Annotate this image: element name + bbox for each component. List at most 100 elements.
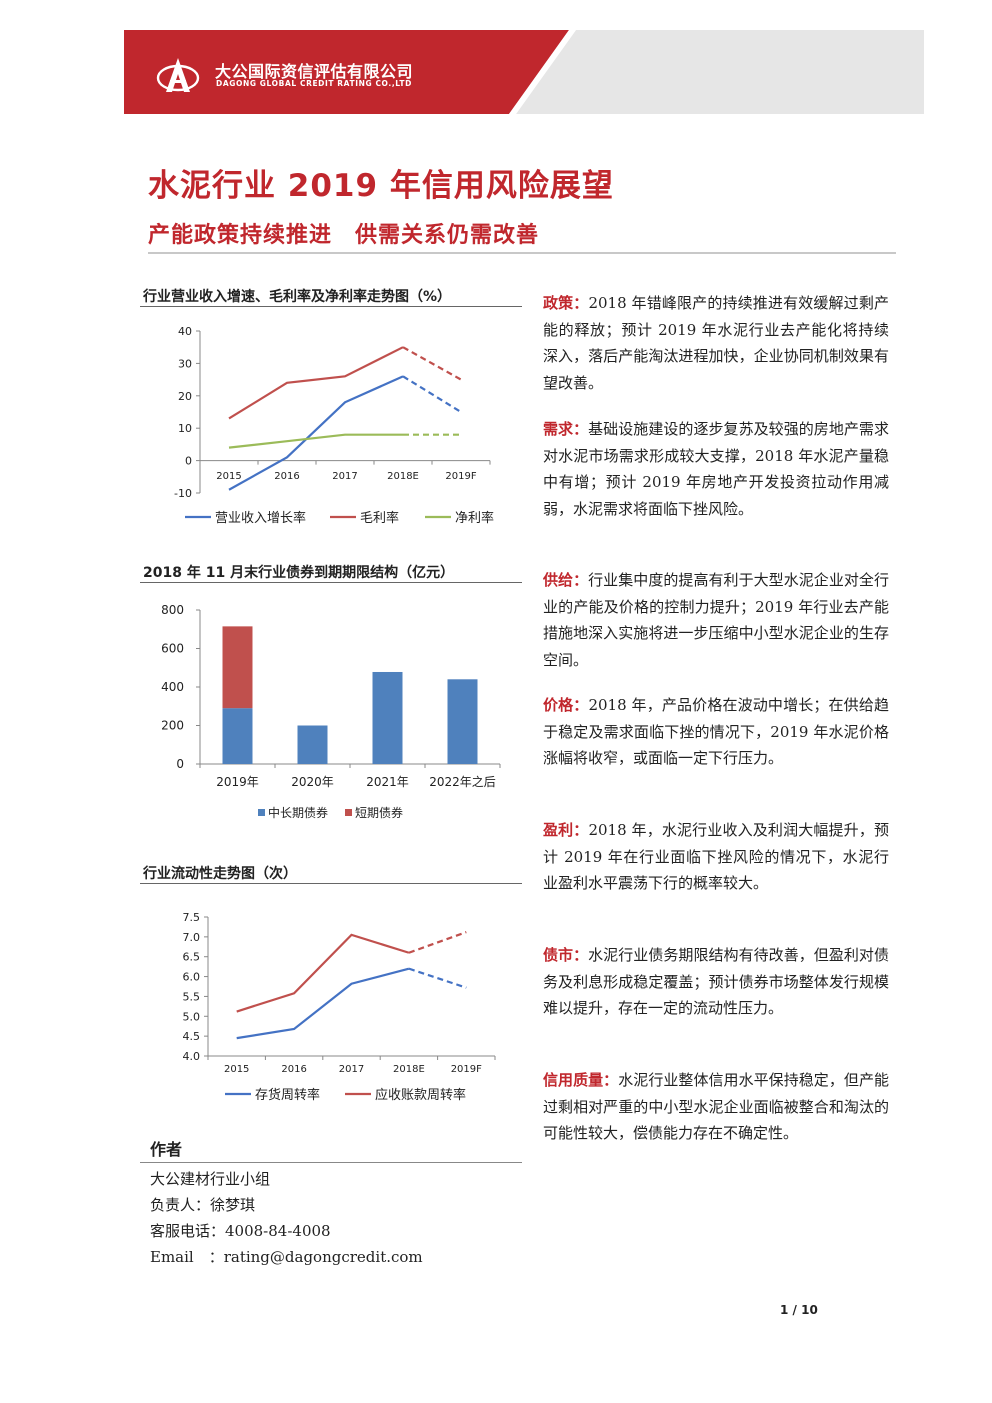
author-phone: 客服电话：4008-84-4008 (150, 1222, 331, 1240)
series-forecast-line (408, 967, 467, 989)
y-tick-label: 10 (178, 422, 192, 435)
legend-swatch (258, 809, 265, 816)
x-tick-label: 2017 (339, 1064, 364, 1075)
paragraph-price: 价格：2018 年，产品价格在波动中增长；在供给趋于稳定及需求面临下挫的情况下，… (543, 692, 889, 772)
paragraph-label: 供给： (543, 571, 589, 589)
chart3: 7.5 7.0 6.5 6.0 5.5 5.0 4.5 4.0 2015 2016 2017 2018… (140, 900, 522, 1114)
y-tick-label: 7.0 (183, 931, 201, 944)
paragraph-policy: 政策：2018 年错峰限产的持续推进有效缓解过剩产能的释放；预计 2019 年水… (543, 290, 889, 396)
y-tick-label: 7.5 (183, 911, 201, 924)
paragraph-label: 政策： (543, 294, 589, 312)
legend-label: 中长期债券 (268, 805, 328, 820)
y-tick-label: 30 (178, 357, 192, 370)
paragraph-label: 债市： (543, 946, 589, 964)
x-tick-label: 2022年之后 (429, 775, 496, 789)
y-tick-label: 400 (161, 680, 184, 694)
y-tick-label: 0 (176, 757, 184, 771)
bar (447, 679, 478, 764)
bar (222, 708, 253, 764)
company-name-cn: 大公国际资信评估有限公司 (215, 62, 414, 81)
x-tick-label: 2019年 (216, 775, 259, 789)
paragraph-text: 水泥行业整体信用水平保持稳定，但产能过剩相对严重的中小型水泥企业面临被整合和淘汰… (543, 1071, 889, 1142)
series-line (228, 346, 404, 420)
chart2: 800 600 400 200 0 2019年 2020年 2021年 2022年之后中长期债券… (140, 590, 522, 839)
bar (372, 671, 403, 764)
x-tick-label: 2019F (451, 1064, 482, 1075)
x-tick-label: 2019F (445, 471, 476, 482)
paragraph-label: 需求： (543, 420, 589, 438)
author-heading: 作者 (150, 1140, 183, 1159)
chart3-rule (140, 883, 522, 884)
chart2-title: 2018 年 11 月末行业债券到期期限结构（亿元） (143, 565, 455, 581)
paragraph-label: 信用质量： (543, 1071, 619, 1089)
y-tick-label: 4.0 (183, 1050, 201, 1063)
paragraph-text: 基础设施建设的逐步复苏及较强的房地产需求对水泥市场需求形成较大支撑，2018 年… (543, 420, 889, 518)
author-group: 大公建材行业小组 (150, 1170, 271, 1188)
y-tick-label: 200 (161, 719, 184, 733)
page-number: 1 / 10 (780, 1303, 818, 1317)
report-title: 水泥行业 2019 年信用风险展望 (148, 168, 614, 204)
paragraph-text: 2018 年，水泥行业收入及利润大幅提升，预计 2019 年在行业面临下挫风险的… (543, 821, 889, 892)
bar (297, 725, 328, 764)
paragraph-credit-quality: 信用质量：水泥行业整体信用水平保持稳定，但产能过剩相对严重的中小型水泥企业面临被… (543, 1067, 889, 1147)
chart2-rule (140, 582, 522, 583)
paragraph-text: 2018 年错峰限产的持续推进有效缓解过剩产能的释放；预计 2019 年水泥行业… (543, 294, 889, 392)
x-tick-label: 2015 (216, 471, 241, 482)
paragraph-label: 价格： (543, 696, 589, 714)
legend-label: 存货周转率 (255, 1087, 320, 1103)
y-tick-label: 6.5 (183, 951, 201, 964)
legend-label: 短期债券 (355, 805, 403, 820)
author-divider (140, 1162, 522, 1163)
bar (222, 626, 253, 709)
x-tick-label: 2016 (274, 471, 299, 482)
legend-swatch (345, 809, 352, 816)
title-divider (148, 252, 896, 254)
x-tick-label: 2018E (387, 471, 419, 482)
y-tick-label: 5.0 (183, 1010, 201, 1023)
x-tick-label: 2017 (332, 471, 357, 482)
company-name-en: DAGONG GLOBAL CREDIT RATING CO.,LTD (216, 79, 412, 88)
report-subtitle: 产能政策持续推进 供需关系仍需改善 (148, 223, 540, 248)
header-banner (124, 28, 924, 114)
legend-label: 毛利率 (360, 510, 399, 526)
series-forecast-line (402, 346, 462, 381)
y-tick-label: 800 (161, 603, 184, 617)
x-tick-label: 2018E (393, 1064, 425, 1075)
y-tick-label: 5.5 (183, 990, 201, 1003)
y-tick-label: 6.0 (183, 971, 201, 984)
x-tick-label: 2020年 (291, 775, 334, 789)
chart1-title: 行业营业收入增速、毛利率及净利率走势图（%） (143, 289, 452, 305)
y-tick-label: 0 (185, 455, 192, 468)
paragraph-supply: 供给：行业集中度的提高有利于大型水泥企业对全行业的产能及价格的控制力提升；201… (543, 567, 889, 673)
paragraph-demand: 需求：基础设施建设的逐步复苏及较强的房地产需求对水泥市场需求形成较大支撑，201… (543, 416, 889, 522)
chart1: 40 30 20 10 0 -10 2015 2016 2017 2018E 2019F 营业收入增长… (140, 312, 522, 541)
x-tick-label: 2021年 (366, 775, 409, 789)
paragraph-text: 2018 年，产品价格在波动中增长；在供给趋于稳定及需求面临下挫的情况下，201… (543, 696, 889, 767)
x-tick-label: 2015 (224, 1064, 249, 1075)
chart1-rule (140, 306, 522, 307)
series-line (228, 433, 403, 449)
legend-label: 应收账款周转率 (375, 1087, 466, 1103)
paragraph-text: 行业集中度的提高有利于大型水泥企业对全行业的产能及价格的控制力提升；2019 年… (543, 571, 889, 669)
author-email[interactable]: Email ：rating@dagongcredit.com (150, 1248, 423, 1266)
y-tick-label: 600 (161, 642, 184, 656)
paragraph-label: 盈利： (543, 821, 589, 839)
paragraph-profit: 盈利：2018 年，水泥行业收入及利润大幅提升，预计 2019 年在行业面临下挫… (543, 817, 889, 897)
company-logo (156, 56, 200, 96)
y-tick-label: 40 (178, 325, 192, 338)
paragraph-text: 水泥行业债务期限结构有待改善，但盈利对债务及利息形成稳定覆盖；预计债券市场整体发… (543, 946, 889, 1017)
series-line (236, 967, 410, 1040)
legend-label: 营业收入增长率 (215, 510, 306, 526)
legend-label: 净利率 (455, 510, 494, 526)
series-forecast-line (402, 375, 462, 413)
y-tick-label: 20 (178, 390, 192, 403)
chart3-title: 行业流动性走势图（次） (143, 866, 297, 882)
y-tick-label: -10 (174, 487, 192, 500)
author-lead: 负责人：徐梦琪 (150, 1196, 256, 1214)
series-line (236, 933, 410, 1013)
paragraph-bond-market: 债市：水泥行业债务期限结构有待改善，但盈利对债务及利息形成稳定覆盖；预计债券市场… (543, 942, 889, 1022)
y-tick-label: 4.5 (183, 1030, 201, 1043)
x-tick-label: 2016 (281, 1064, 306, 1075)
series-forecast-line (408, 931, 467, 954)
series-line (228, 375, 404, 491)
